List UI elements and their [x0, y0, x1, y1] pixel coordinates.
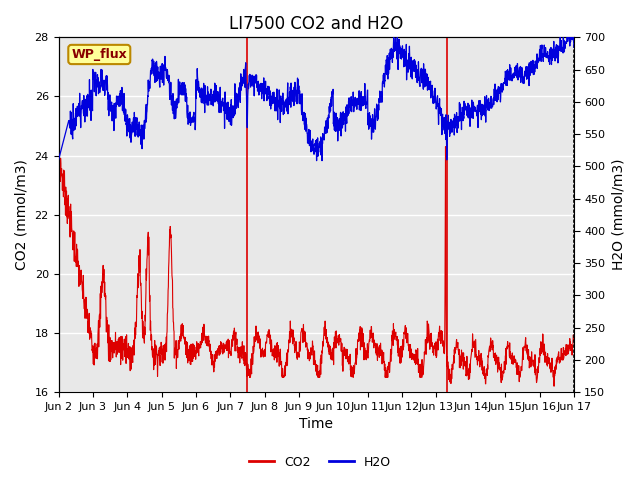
- Y-axis label: H2O (mmol/m3): H2O (mmol/m3): [611, 159, 625, 270]
- X-axis label: Time: Time: [300, 418, 333, 432]
- Text: WP_flux: WP_flux: [72, 48, 127, 61]
- Legend: CO2, H2O: CO2, H2O: [244, 451, 396, 474]
- Y-axis label: CO2 (mmol/m3): CO2 (mmol/m3): [15, 159, 29, 270]
- Title: LI7500 CO2 and H2O: LI7500 CO2 and H2O: [229, 15, 403, 33]
